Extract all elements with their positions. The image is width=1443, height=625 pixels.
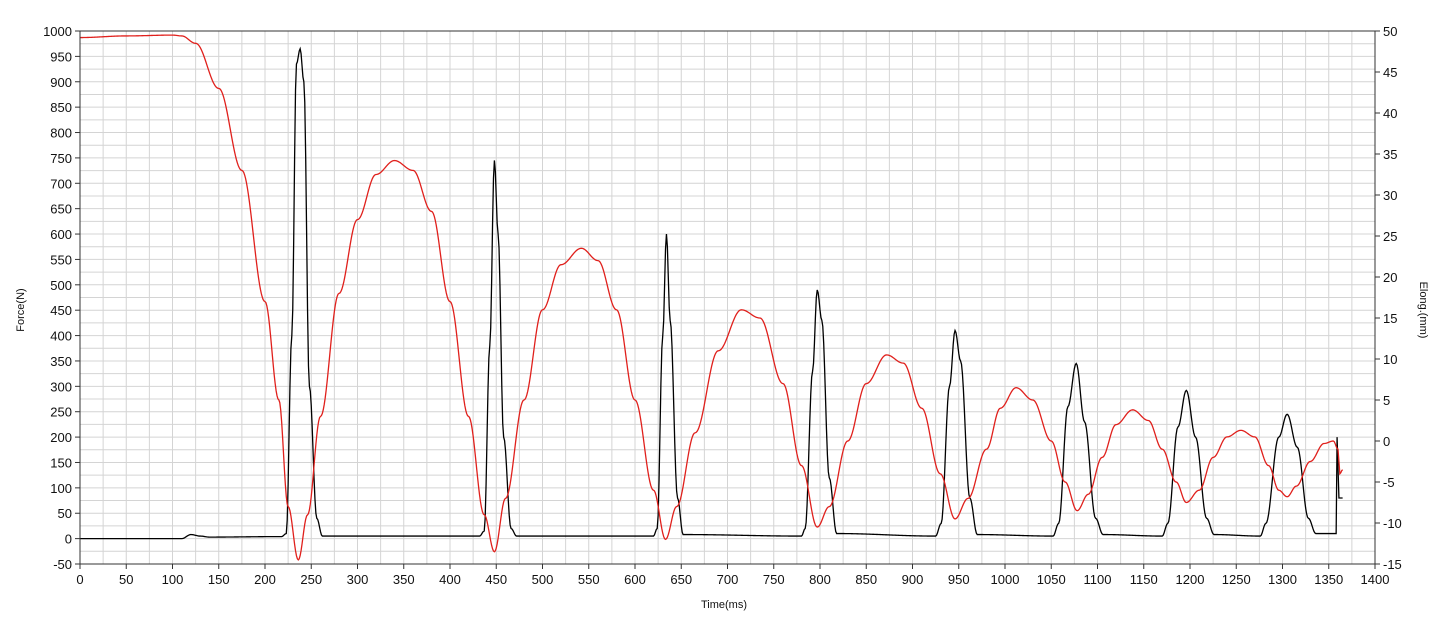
y-right-tick-label: 20: [1383, 270, 1397, 285]
y-left-tick-label: 200: [50, 430, 72, 445]
axes: [75, 30, 1380, 569]
x-tick-label: 700: [717, 572, 739, 587]
x-tick-label: 150: [208, 572, 230, 587]
y-right-tick-label: 30: [1383, 188, 1397, 203]
y-right-tick-label: 45: [1383, 65, 1397, 80]
x-tick-label: 1350: [1314, 572, 1343, 587]
y-right-tick-label: -5: [1383, 475, 1395, 490]
y-axis-left-label: Force(N): [15, 288, 27, 331]
x-tick-label: 50: [119, 572, 133, 587]
x-tick-label: 200: [254, 572, 276, 587]
y-right-tick-label: -10: [1383, 516, 1402, 531]
x-tick-label: 1300: [1268, 572, 1297, 587]
y-left-tick-label: 50: [58, 506, 72, 521]
x-tick-label: 300: [347, 572, 369, 587]
y-left-tick-label: 900: [50, 75, 72, 90]
x-tick-label: 1150: [1130, 572, 1158, 587]
series-line-1: [80, 46, 1343, 540]
y-left-tick-label: 550: [50, 252, 72, 267]
y-left-tick-label: 500: [50, 278, 72, 293]
y-right-tick-label: 35: [1383, 147, 1397, 162]
y-left-tick-label: 300: [50, 379, 72, 394]
tick-labels: 0 50 100 150 200 250 300 350 400 450 500 550 600 650 7…: [43, 24, 1402, 587]
y-right-tick-label: 15: [1383, 311, 1397, 326]
x-tick-label: 400: [439, 572, 461, 587]
x-tick-label: 1250: [1222, 572, 1251, 587]
y-left-tick-label: 250: [50, 405, 72, 420]
y-right-tick-label: 50: [1383, 24, 1397, 39]
y-left-tick-label: 700: [50, 176, 72, 191]
grid-lines: [79, 30, 1376, 565]
x-tick-label: 0: [76, 572, 83, 587]
y-right-tick-label: 0: [1383, 434, 1390, 449]
x-tick-label: 650: [670, 572, 692, 587]
y-left-tick-label: 600: [50, 227, 72, 242]
x-tick-label: 1200: [1176, 572, 1205, 587]
y-left-tick-label: 1000: [43, 24, 72, 39]
y-right-tick-label: 40: [1383, 106, 1397, 121]
x-axis-label: Time(ms): [701, 599, 747, 611]
x-tick-label: 500: [532, 572, 554, 587]
x-tick-label: 900: [902, 572, 924, 587]
x-tick-label: 1050: [1037, 572, 1066, 587]
y-left-tick-label: 350: [50, 354, 72, 369]
y-left-tick-label: -50: [53, 557, 72, 572]
y-left-tick-label: 450: [50, 303, 72, 318]
y-right-tick-label: 10: [1383, 352, 1397, 367]
y-left-tick-label: 100: [50, 481, 72, 496]
x-tick-label: 1100: [1084, 572, 1112, 587]
y-left-tick-label: 800: [50, 126, 72, 141]
x-tick-label: 1400: [1361, 572, 1390, 587]
y-left-tick-label: 150: [50, 455, 72, 470]
y-left-tick-label: 650: [50, 202, 72, 217]
x-tick-label: 1000: [991, 572, 1020, 587]
y-axis-right-label: Elong.(mm): [1417, 282, 1429, 339]
y-left-tick-label: 0: [65, 532, 72, 547]
x-tick-label: 100: [162, 572, 184, 587]
x-tick-label: 550: [578, 572, 600, 587]
y-right-tick-label: 25: [1383, 229, 1397, 244]
y-left-tick-label: 750: [50, 151, 72, 166]
x-tick-label: 250: [300, 572, 322, 587]
y-left-tick-label: 850: [50, 100, 72, 115]
y-left-tick-label: 400: [50, 329, 72, 344]
x-tick-label: 750: [763, 572, 785, 587]
x-tick-label: 350: [393, 572, 415, 587]
series-line-2: [80, 34, 1344, 561]
x-tick-label: 950: [948, 572, 970, 587]
x-tick-label: 800: [809, 572, 831, 587]
y-left-tick-label: 950: [50, 49, 72, 64]
y-right-tick-label: 5: [1383, 393, 1390, 408]
x-tick-label: 850: [855, 572, 877, 587]
series-lines: [80, 34, 1344, 561]
x-tick-label: 450: [485, 572, 507, 587]
y-right-tick-label: -15: [1383, 557, 1402, 572]
x-tick-label: 600: [624, 572, 646, 587]
